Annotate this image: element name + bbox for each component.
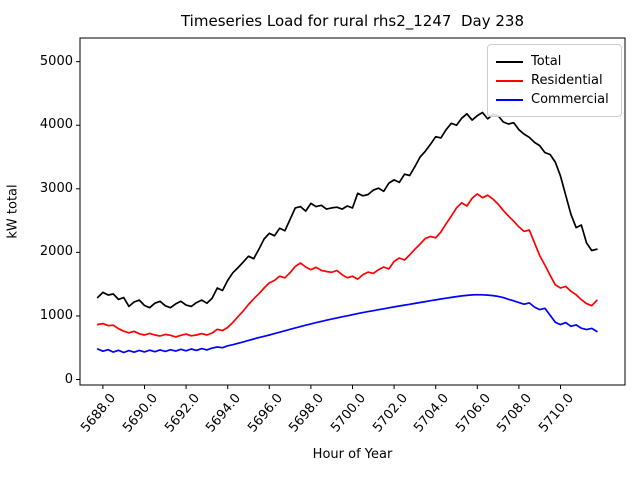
y-tick-label: 4000 (39, 117, 73, 133)
y-tick-label: 5000 (39, 53, 73, 69)
commercial-line (96, 293, 598, 354)
total-line-swatch (496, 61, 523, 63)
legend: Total Residential Commercial (487, 44, 622, 117)
legend-entry-total: Total (496, 54, 561, 70)
y-tick-label: 3000 (39, 180, 73, 196)
residential-line-swatch (496, 80, 523, 82)
x-axis-label: Hour of Year (312, 447, 393, 462)
legend-entry-residential: Residential (496, 73, 603, 89)
commercial-line-swatch (496, 99, 523, 101)
residential-line (96, 193, 598, 338)
legend-label: Total (531, 54, 562, 69)
legend-label: Commercial (531, 92, 609, 107)
legend-label: Residential (531, 73, 603, 88)
total-line (96, 111, 598, 309)
y-tick-label: 1000 (39, 307, 73, 323)
chart-title: Timeseries Load for rural rhs2_1247 Day … (180, 12, 524, 30)
y-axis-label: kW total (5, 184, 21, 239)
legend-entry-commercial: Commercial (496, 92, 609, 108)
y-tick-label: 0 (64, 371, 73, 387)
y-tick-label: 2000 (39, 244, 73, 260)
